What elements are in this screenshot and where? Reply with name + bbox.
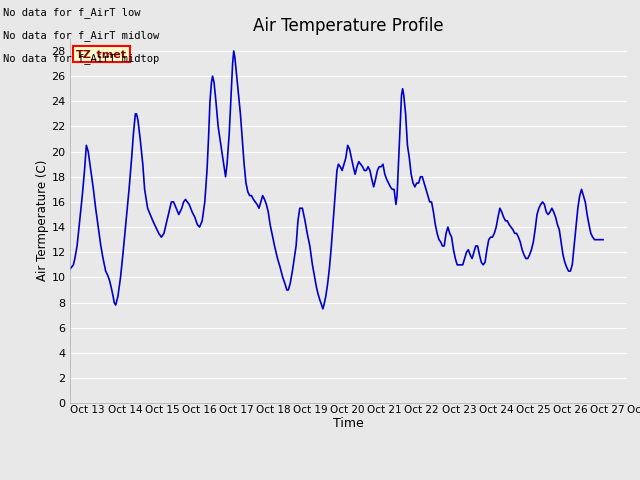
X-axis label: Time: Time — [333, 418, 364, 431]
Text: No data for f_AirT midtop: No data for f_AirT midtop — [3, 53, 159, 64]
Title: Air Temperature Profile: Air Temperature Profile — [253, 17, 444, 36]
Text: No data for f_AirT midlow: No data for f_AirT midlow — [3, 30, 159, 41]
Legend: AirT 22m: AirT 22m — [301, 476, 397, 480]
Text: No data for f_AirT low: No data for f_AirT low — [3, 7, 141, 18]
Text: TZ_tmet: TZ_tmet — [76, 49, 127, 60]
Y-axis label: Air Termperature (C): Air Termperature (C) — [35, 160, 49, 281]
